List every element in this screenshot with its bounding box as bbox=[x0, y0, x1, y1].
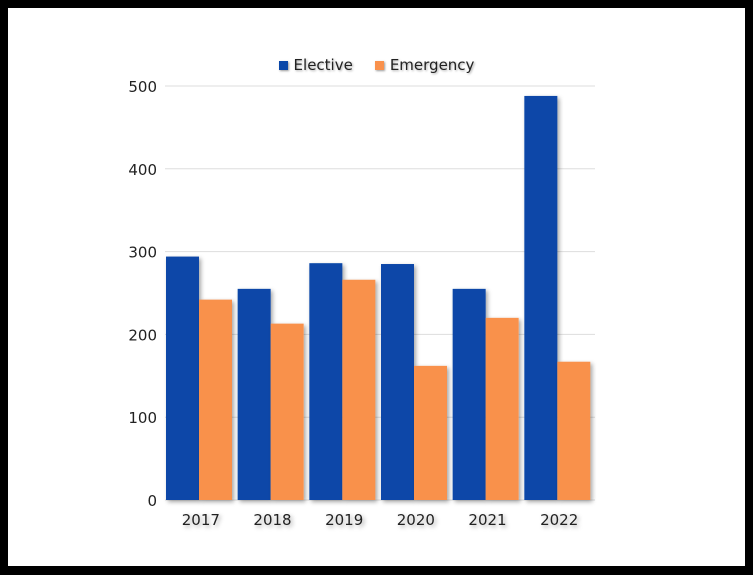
bar-emergency-2021 bbox=[485, 317, 519, 500]
x-tick-label: 2019 bbox=[325, 511, 363, 529]
bar-emergency-2017 bbox=[199, 299, 232, 500]
bar-elective-2019 bbox=[309, 263, 343, 500]
x-tick-label: 2021 bbox=[468, 511, 506, 529]
legend-label-elective: Elective bbox=[293, 56, 353, 74]
bar-elective-2022 bbox=[524, 95, 558, 500]
bar-chart: 0 100 200 300 400 500 2017 2018 2019 2020 2021 202… bbox=[128, 78, 595, 529]
legend-item-emergency: Emergency bbox=[374, 56, 475, 74]
bar-emergency-2020 bbox=[414, 365, 447, 500]
y-tick-label: 500 bbox=[128, 78, 157, 96]
y-tick-label: 400 bbox=[128, 161, 157, 179]
bar-elective-2017 bbox=[166, 256, 199, 500]
y-tick-label: 200 bbox=[128, 326, 157, 344]
legend: Elective Emergency bbox=[8, 56, 745, 74]
bar-emergency-2022 bbox=[557, 361, 591, 500]
x-tick-label: 2020 bbox=[397, 511, 435, 529]
bar-elective-2021 bbox=[452, 288, 486, 500]
chart-frame: Elective Emergency 0 100 200 300 400 500 2017… bbox=[8, 8, 745, 566]
legend-label-emergency: Emergency bbox=[389, 56, 475, 74]
x-tick-label: 2017 bbox=[182, 511, 220, 529]
y-tick-label: 100 bbox=[128, 409, 157, 427]
y-tick-label: 300 bbox=[128, 244, 157, 262]
legend-swatch-elective bbox=[278, 60, 288, 70]
bar-emergency-2018 bbox=[270, 323, 304, 500]
bar-elective-2020 bbox=[381, 264, 414, 500]
bar-emergency-2019 bbox=[342, 279, 376, 500]
legend-item-elective: Elective bbox=[278, 56, 353, 74]
legend-swatch-emergency bbox=[374, 60, 384, 70]
y-tick-label: 0 bbox=[147, 492, 157, 510]
bar-elective-2018 bbox=[237, 288, 271, 500]
x-tick-label: 2018 bbox=[253, 511, 291, 529]
x-tick-label: 2022 bbox=[540, 511, 578, 529]
